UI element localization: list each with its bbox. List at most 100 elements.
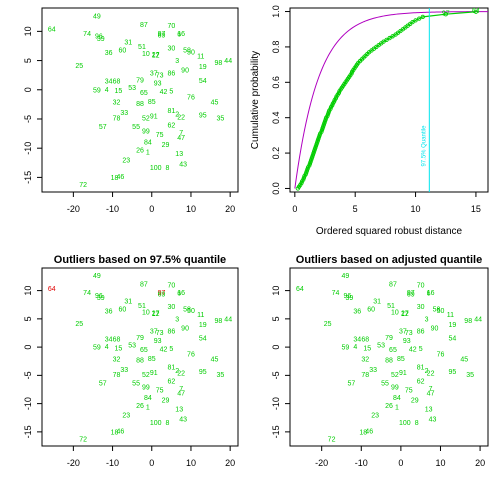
- point-label: 31: [124, 40, 132, 47]
- point-label: 18: [359, 430, 367, 437]
- y-tick-label: 0.8: [271, 41, 281, 54]
- point-label: 44: [474, 316, 482, 323]
- point-label: 23: [122, 158, 130, 165]
- labelled-point: 64: [472, 8, 480, 15]
- plot-frame: [289, 7, 489, 193]
- point-label: 54: [199, 336, 207, 343]
- ecdf-point: [390, 34, 395, 39]
- point-label: 3: [175, 58, 179, 65]
- point-label: 29: [411, 397, 419, 404]
- point-label: 1: [146, 405, 150, 412]
- point-label: 31: [124, 298, 132, 305]
- point-label: 54: [199, 78, 207, 85]
- point-label: 93: [154, 80, 162, 87]
- point-label: 60: [367, 306, 375, 313]
- point-label: 62: [417, 379, 425, 386]
- point-label: 6: [427, 290, 431, 297]
- x-tick-label: 10: [186, 204, 196, 214]
- point-label: 10: [142, 51, 150, 58]
- point-label: 86: [167, 71, 175, 78]
- x-tick-label: 10: [411, 204, 421, 214]
- point-label: 99: [142, 384, 150, 391]
- ecdf-point: [381, 39, 386, 44]
- point-label: 4: [105, 87, 109, 94]
- point-label: 60: [118, 306, 126, 313]
- point-label: 74: [83, 31, 91, 38]
- y-tick-label: -15: [23, 171, 33, 184]
- point-label: 96: [95, 293, 103, 300]
- x-tick-label: -10: [106, 204, 119, 214]
- x-axis-label: Ordered squared robust distance: [316, 226, 463, 237]
- point-label: 55: [132, 380, 140, 387]
- point-label: 85: [397, 356, 405, 363]
- point-label: 62: [167, 379, 175, 386]
- point-label: 29: [162, 142, 170, 149]
- point-label: 42: [160, 89, 168, 96]
- point-label: 44: [224, 316, 232, 323]
- point-label: 96: [344, 293, 352, 300]
- point-label: 76: [437, 352, 445, 359]
- point-label: 98: [464, 318, 472, 325]
- y-tick-label: 0: [271, 345, 281, 350]
- point-label: 39: [346, 295, 354, 302]
- point-label: 75: [156, 132, 164, 139]
- point-label: 64: [48, 27, 56, 34]
- point-label: 86: [167, 328, 175, 335]
- point-label: 70: [167, 283, 175, 290]
- point-label: 34: [105, 336, 113, 343]
- point-label: 25: [75, 63, 83, 70]
- point-label: 74: [83, 290, 91, 297]
- point-label: 52: [142, 372, 150, 379]
- point-label: 26: [136, 148, 144, 155]
- point-label: 46: [117, 428, 125, 435]
- point-label: 42: [409, 346, 417, 353]
- point-label: 16: [177, 290, 185, 297]
- y-tick-label: 5: [23, 316, 33, 321]
- point-label: 12: [401, 311, 409, 318]
- point-label: 95: [448, 369, 456, 376]
- point-label: 51: [138, 303, 146, 310]
- point-label: 73: [156, 72, 164, 79]
- x-tick-label: -20: [67, 458, 80, 468]
- plot-frame: [41, 267, 239, 447]
- point-label: 45: [460, 357, 468, 364]
- point-label: 74: [332, 290, 340, 297]
- point-label: 91: [399, 370, 407, 377]
- y-tick-label: 0: [23, 87, 33, 92]
- point-label: 47: [427, 391, 435, 398]
- point-label: 35: [466, 372, 474, 379]
- point-label: 34: [353, 336, 361, 343]
- point-label: 50: [187, 308, 195, 315]
- point-label: 19: [199, 64, 207, 71]
- point-label: 91: [150, 370, 158, 377]
- y-tick-label: 0.4: [271, 111, 281, 124]
- point-label: 53: [128, 342, 136, 349]
- point-label: 4: [105, 344, 109, 351]
- point-label: 84: [393, 395, 401, 402]
- point-label: 23: [122, 413, 130, 420]
- point-label: 43: [429, 417, 437, 424]
- ecdf-point: [384, 37, 389, 42]
- point-label: 11: [197, 54, 204, 61]
- y-tick-label: 5: [23, 58, 33, 63]
- point-label: 100: [150, 165, 162, 172]
- point-label: 7: [179, 386, 183, 393]
- point-label: 8: [165, 420, 169, 427]
- point-label: 1: [395, 405, 399, 412]
- point-label: 68: [113, 79, 121, 86]
- point-label: 37: [150, 71, 158, 78]
- point-label: 43: [179, 162, 187, 169]
- point-label: 13: [175, 151, 183, 158]
- point-label: 78: [113, 115, 121, 122]
- point-label: 57: [99, 124, 107, 131]
- point-label: 52: [142, 115, 150, 122]
- point-label: 7: [429, 386, 433, 393]
- y-tick-label: 10: [271, 286, 281, 296]
- point-label: 22: [177, 371, 185, 378]
- y-tick-label: -10: [23, 142, 33, 155]
- point-label: 75: [405, 388, 413, 395]
- point-label: 73: [156, 330, 164, 337]
- point-label: 57: [347, 380, 355, 387]
- point-label: 88: [136, 358, 144, 365]
- point-label: 33: [120, 367, 128, 374]
